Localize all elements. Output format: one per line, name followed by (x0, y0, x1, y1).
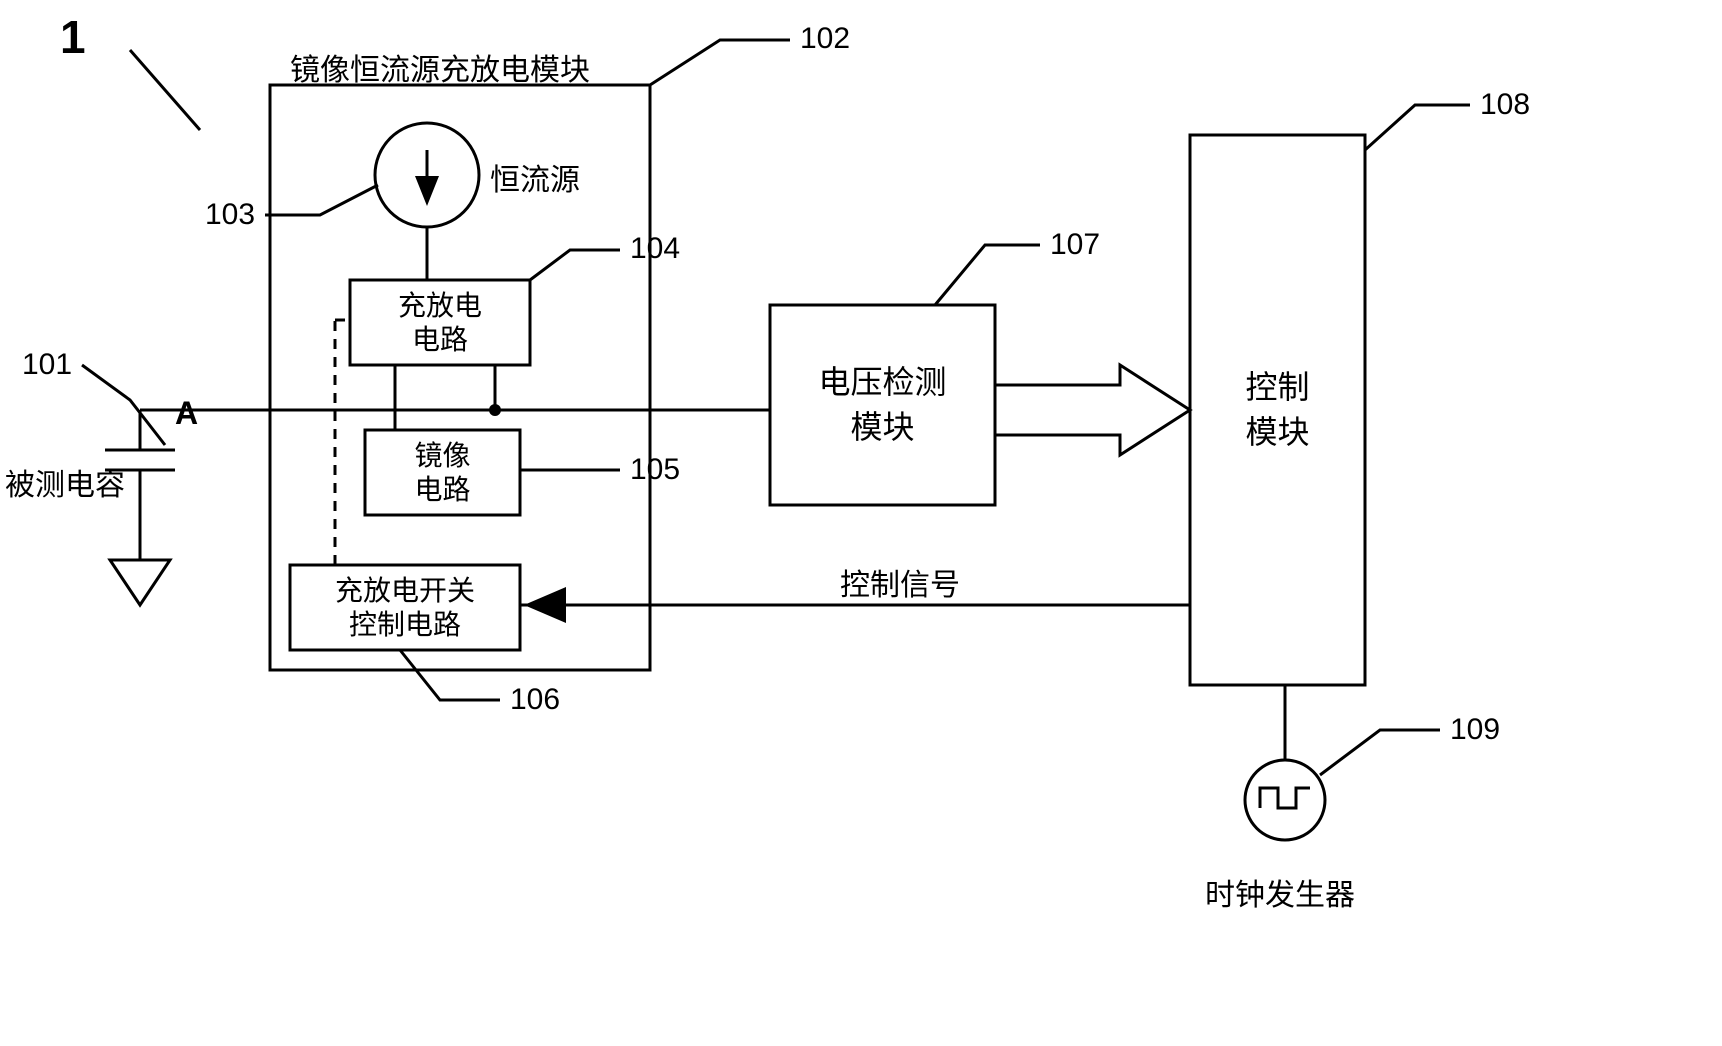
charge-discharge-l2: 电路 (412, 323, 468, 357)
voltage-l1: 电压检测 (818, 360, 946, 405)
mirror-circuit-box: 镜像 电路 (365, 430, 520, 515)
charge-discharge-circuit-box: 充放电 电路 (350, 280, 530, 365)
cap-label: 被测电容 (5, 460, 125, 504)
figure-number: 1 (60, 10, 86, 64)
switch-l1: 充放电开关 (335, 574, 475, 608)
ref-108: 108 (1480, 88, 1530, 122)
ref-102: 102 (800, 22, 850, 56)
control-l1: 控制 (1245, 365, 1309, 410)
ref-109: 109 (1450, 713, 1500, 747)
control-signal-label: 控制信号 (840, 560, 960, 604)
voltage-l2: 模块 (850, 405, 914, 450)
mirror-l1: 镜像 (414, 439, 470, 473)
ref-103: 103 (205, 198, 255, 232)
ref-105: 105 (630, 453, 680, 487)
ref-104: 104 (630, 232, 680, 266)
constant-current-label: 恒流源 (490, 155, 580, 199)
control-l2: 模块 (1245, 410, 1309, 455)
module-102-title: 镜像恒流源充放电模块 (290, 45, 590, 89)
charge-discharge-l1: 充放电 (398, 289, 482, 323)
control-module-box: 控制 模块 (1190, 135, 1365, 685)
mirror-l2: 电路 (414, 473, 470, 507)
switch-l2: 控制电路 (349, 608, 461, 642)
clock-gen-label: 时钟发生器 (1205, 870, 1355, 914)
voltage-detect-box: 电压检测 模块 (770, 305, 995, 505)
ref-101: 101 (22, 348, 72, 382)
switch-control-box: 充放电开关 控制电路 (290, 565, 520, 650)
node-a: A (175, 395, 198, 432)
ref-106: 106 (510, 683, 560, 717)
ref-107: 107 (1050, 228, 1100, 262)
